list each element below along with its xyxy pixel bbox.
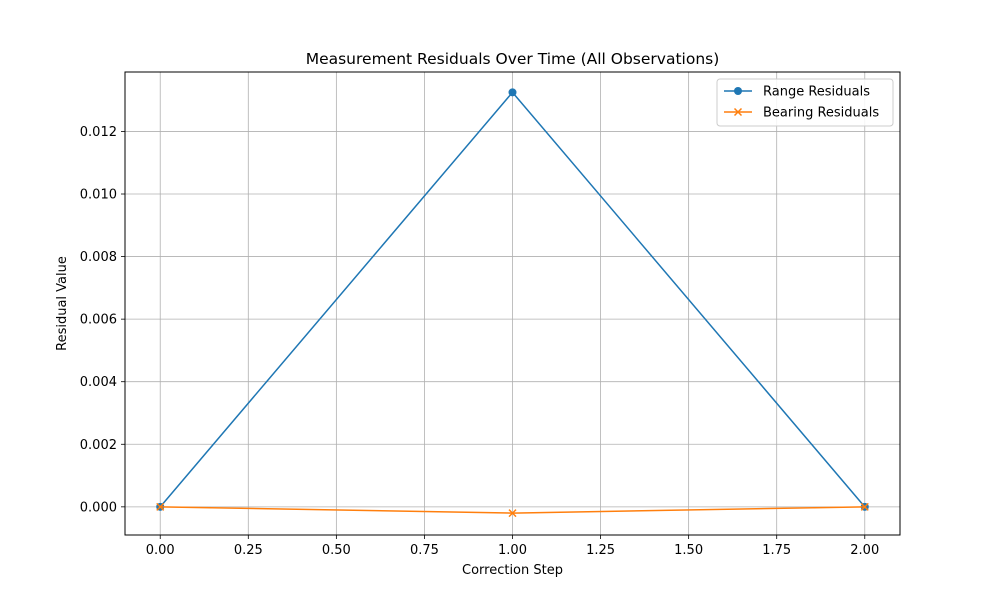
data-point-bearing-residuals bbox=[860, 502, 869, 511]
series-layer bbox=[156, 88, 869, 518]
x-tick-label: 0.50 bbox=[322, 543, 351, 558]
y-tick-label: 0.012 bbox=[80, 125, 117, 140]
x-tick-label: 0.00 bbox=[146, 543, 175, 558]
x-tick-label: 1.00 bbox=[498, 543, 527, 558]
x-marker-stroke bbox=[733, 107, 743, 117]
legend-box bbox=[716, 78, 894, 127]
legend: Range Residuals Bearing Residuals bbox=[716, 78, 894, 127]
x-marker-stroke bbox=[860, 502, 869, 511]
x-tick-label: 0.75 bbox=[410, 543, 439, 558]
legend-marker-range bbox=[734, 87, 742, 95]
x-marker-stroke bbox=[156, 502, 165, 511]
y-tick-label: 0.006 bbox=[80, 313, 117, 328]
y-tick-label: 0.002 bbox=[80, 438, 117, 453]
data-point-range-residuals bbox=[508, 88, 517, 97]
x-tick-label: 0.25 bbox=[234, 543, 263, 558]
data-point-bearing-residuals bbox=[156, 502, 165, 511]
y-tick-label: 0.004 bbox=[80, 375, 117, 390]
x-axis: 0.00 0.25 0.50 0.75 1.00 1.25 1.50 1.75 2.00 bbox=[146, 535, 879, 558]
x-axis-label: Correction Step bbox=[462, 563, 563, 578]
legend-label-bearing: Bearing Residuals bbox=[763, 106, 879, 121]
x-tick-label: 1.75 bbox=[762, 543, 791, 558]
y-tick-label: 0.008 bbox=[80, 250, 117, 265]
y-tick-label: 0.010 bbox=[80, 188, 117, 203]
chart-title: Measurement Residuals Over Time (All Obs… bbox=[306, 50, 720, 68]
y-tick-label: 0.000 bbox=[80, 500, 117, 515]
x-tick-label: 2.00 bbox=[850, 543, 879, 558]
data-point-bearing-residuals bbox=[508, 509, 517, 518]
y-axis: 0.000 0.002 0.004 0.006 0.008 0.010 0.012 bbox=[80, 125, 125, 515]
x-tick-label: 1.50 bbox=[674, 543, 703, 558]
grid bbox=[125, 72, 900, 535]
y-axis-label: Residual Value bbox=[55, 256, 70, 351]
x-tick-label: 1.25 bbox=[586, 543, 615, 558]
legend-label-range: Range Residuals bbox=[763, 85, 870, 100]
legend-marker-bearing bbox=[733, 107, 743, 117]
series-bearing-residuals bbox=[156, 502, 869, 518]
x-marker-stroke bbox=[508, 509, 517, 518]
